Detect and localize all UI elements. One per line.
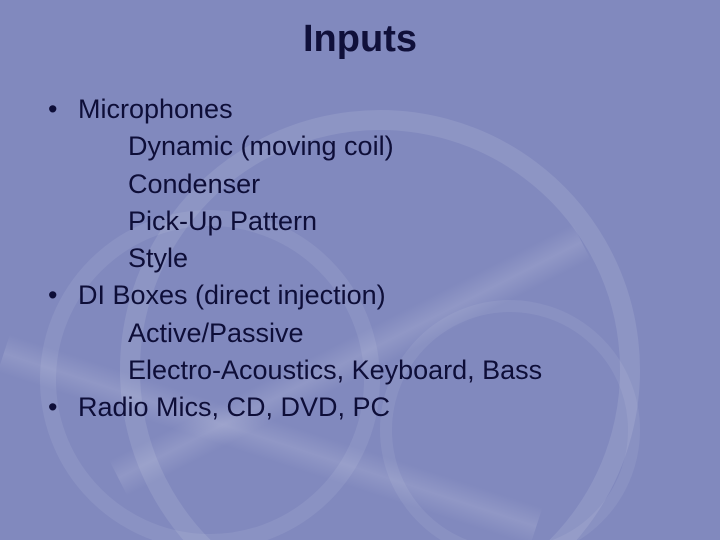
bullet-text: Radio Mics, CD, DVD, PC bbox=[78, 392, 390, 422]
bullet-item: DI Boxes (direct injection) Active/Passi… bbox=[48, 277, 690, 389]
bullet-item: Microphones Dynamic (moving coil) Conden… bbox=[48, 91, 690, 277]
slide-title: Inputs bbox=[0, 0, 720, 91]
sub-bullet: Electro-Acoustics, Keyboard, Bass bbox=[78, 352, 690, 389]
sub-bullet: Condenser bbox=[78, 166, 690, 203]
bullet-item: Radio Mics, CD, DVD, PC bbox=[48, 389, 690, 426]
sub-bullet: Active/Passive bbox=[78, 315, 690, 352]
sub-bullet: Pick-Up Pattern bbox=[78, 203, 690, 240]
slide-content: Inputs Microphones Dynamic (moving coil)… bbox=[0, 0, 720, 540]
bullet-list: Microphones Dynamic (moving coil) Conden… bbox=[0, 91, 720, 426]
sub-bullet: Dynamic (moving coil) bbox=[78, 128, 690, 165]
bullet-text: Microphones bbox=[78, 94, 233, 124]
sub-bullet: Style bbox=[78, 240, 690, 277]
bullet-text: DI Boxes (direct injection) bbox=[78, 280, 386, 310]
